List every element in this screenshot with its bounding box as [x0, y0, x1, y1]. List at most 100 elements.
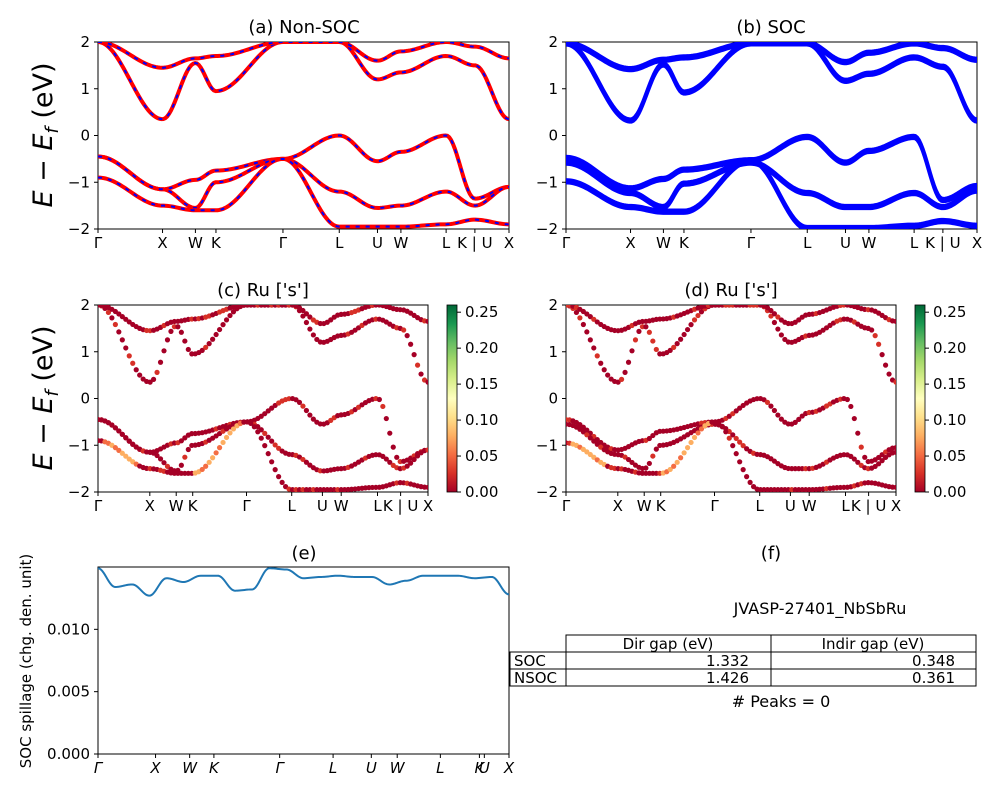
panel-c-point — [199, 466, 205, 473]
panel-d-point — [733, 451, 739, 457]
panel-c-point — [168, 328, 174, 334]
panel-d-point — [695, 430, 701, 436]
panel-c-point — [279, 479, 285, 485]
panel-d-point — [872, 333, 878, 339]
panel-d-point — [695, 312, 701, 319]
panel-c-point — [303, 407, 310, 414]
panel-d-point — [893, 444, 896, 451]
panel-c-point — [296, 305, 303, 311]
panel-a-xtick-label: Γ — [279, 234, 288, 252]
panel-c-point — [130, 360, 136, 366]
panel-c-xtick-label: L — [288, 497, 297, 515]
svg-text:E − Ef (eV): E − Ef (eV) — [28, 326, 63, 471]
panel-b-xtick-label: X — [625, 234, 635, 252]
panel-c-point — [408, 460, 414, 466]
colorbar-tick-label: 0.25 — [933, 303, 966, 321]
panel-d-point — [879, 352, 885, 358]
panel-d-point — [698, 426, 705, 432]
panel-d-point — [848, 403, 854, 410]
panel-d-point — [646, 329, 652, 335]
nsoc-band-3 — [98, 42, 509, 122]
panel-c-point — [137, 372, 143, 378]
panel-b-xtick-label: W — [861, 234, 876, 252]
panel-c-point — [272, 467, 278, 473]
panel-a-xtick-label: U — [372, 234, 383, 252]
panel-b-ytick-label: −1 — [536, 173, 558, 191]
panel-c-point — [223, 434, 230, 441]
panel-c-point — [157, 359, 164, 365]
panel-a-xtick-label: K — [211, 234, 222, 252]
table-header-dir: Dir gap (eV) — [623, 635, 714, 653]
colorbar-tick-label: 0.00 — [465, 483, 498, 501]
panel-b-title: (b) SOC — [736, 17, 805, 38]
panel-c-point — [262, 443, 268, 449]
panel-e-xtick-label: Γ — [275, 759, 285, 777]
panel-c-point — [203, 463, 209, 469]
colorbar-c: 0.25 0.20 0.15 0.10 0.05 0.00 — [446, 303, 498, 501]
panel-a-ytick-label: 2 — [80, 33, 90, 51]
panel-c-point — [303, 459, 310, 465]
panel-d-point — [893, 484, 896, 490]
panel-a-ytick-label: −1 — [68, 173, 90, 191]
soc-band-4-0 — [566, 42, 977, 70]
panel-c-point — [112, 425, 118, 431]
panel-c-xtick-label: K — [188, 497, 199, 515]
panel-c-point — [112, 321, 118, 328]
panel-d-xtick-label: X — [891, 497, 901, 515]
panel-c-xtick-label: L — [373, 497, 382, 515]
panel-b-xtick-label: U — [840, 234, 851, 252]
panel-d-point — [869, 327, 875, 333]
panel-c-point — [154, 452, 160, 459]
panel-c-point — [383, 415, 389, 422]
soc-band-0-1 — [566, 136, 977, 204]
panel-c-point — [161, 460, 167, 466]
panel-c-point — [265, 434, 271, 440]
panel-c-point — [175, 324, 181, 330]
panel-c-point — [119, 450, 125, 456]
panel-d-point — [737, 459, 743, 465]
panel-e-title: (e) — [291, 543, 316, 564]
panel-c-point — [178, 329, 184, 335]
panel-c-point — [119, 431, 125, 437]
colorbar-d: 0.25 0.20 0.15 0.10 0.05 0.00 — [914, 303, 966, 501]
panel-c-point — [262, 430, 268, 436]
panel-c-point — [123, 435, 129, 441]
panel-d-point — [671, 344, 677, 350]
panel-c-point — [185, 346, 191, 353]
panel-d-point — [667, 347, 673, 354]
panel-e-xtick-label: K — [209, 759, 220, 777]
panel-f-title: (f) — [761, 543, 781, 564]
panel-e-xtick-label: W — [390, 759, 406, 777]
panel-c-point — [265, 408, 271, 414]
panel-c-point — [216, 445, 223, 451]
table-row-nsoc-label: NSOC — [514, 669, 557, 687]
panel-d-point — [650, 338, 656, 344]
panel-c-point — [213, 331, 219, 338]
panel-d-point — [605, 372, 611, 378]
ylabel-energy-top: E − Ef (eV) — [28, 63, 63, 208]
panel-c-point — [223, 317, 230, 323]
panel-d-point — [733, 435, 739, 442]
panel-c-point — [408, 341, 414, 347]
nsoc-band-dash-2 — [98, 157, 509, 228]
panel-d-point — [879, 458, 885, 464]
panel-c-point — [387, 459, 393, 465]
panel-d-point — [643, 465, 649, 471]
panel-c-point — [126, 438, 132, 444]
panel-d-point — [653, 346, 659, 353]
panel-c-point — [203, 344, 209, 350]
panel-d-point — [688, 439, 694, 446]
panel-d-point — [632, 337, 639, 343]
soc-band-4-1 — [566, 43, 977, 73]
panel-d-point — [792, 419, 798, 425]
panel-c-point — [300, 403, 306, 409]
panel-d-point — [893, 318, 896, 324]
panel-c-point — [157, 456, 164, 462]
panel-c-point — [210, 455, 216, 461]
panel-c-point — [310, 416, 316, 422]
panel-c-point — [116, 428, 122, 434]
nsoc-band-dash-3 — [98, 42, 509, 121]
panel-d-ytick-label: −1 — [536, 436, 558, 454]
panel-c-xtick-label: K | U — [383, 497, 418, 515]
